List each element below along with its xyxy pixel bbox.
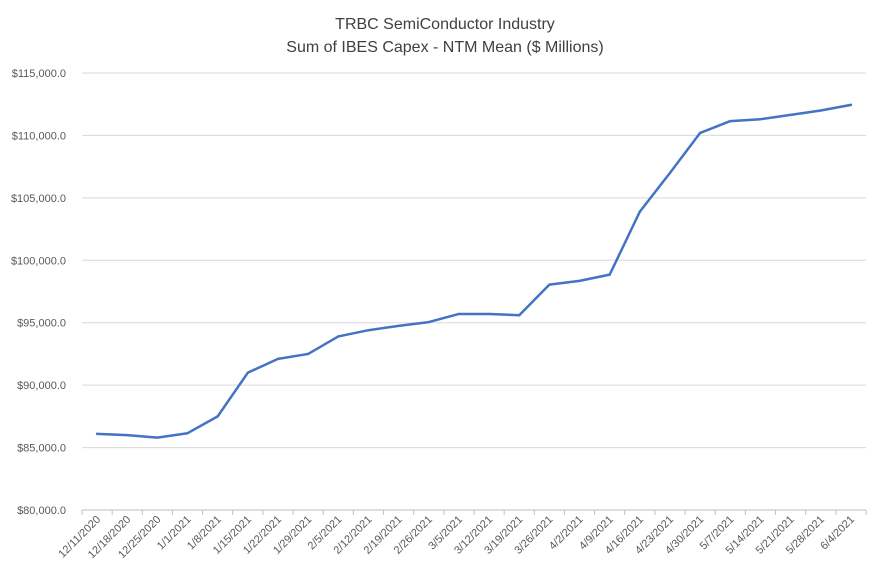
x-axis (81, 509, 867, 515)
y-tick-label: $110,000.0 (12, 130, 66, 142)
data-point (186, 432, 189, 435)
series-line (95, 103, 853, 439)
data-point (457, 312, 461, 316)
x-axis-ticks: 12/11/202012/18/202012/25/20201/1/20211/… (56, 514, 857, 561)
series-layer (95, 103, 853, 439)
data-point (337, 335, 340, 338)
data-point (729, 119, 732, 123)
data-point (548, 283, 551, 286)
y-tick-label: $115,000.0 (12, 68, 66, 80)
data-point (306, 352, 310, 356)
data-point (126, 433, 129, 437)
y-axis-ticks: $80,000.0 $85,000.0 $90,000.0 $95,000.0 $100… (11, 68, 66, 517)
data-point (397, 324, 400, 328)
data-point (698, 131, 702, 135)
chart-subtitle: Sum of IBES Capex - NTM Mean ($ Millions… (286, 39, 603, 56)
y-tick-label: $90,000.0 (17, 380, 66, 392)
data-point (789, 113, 792, 117)
data-point (638, 210, 642, 213)
data-point (487, 312, 491, 316)
data-point (246, 371, 250, 374)
data-point (849, 103, 853, 107)
data-point (759, 117, 762, 121)
y-tick-label: $105,000.0 (11, 193, 66, 205)
y-tick-label: $100,000.0 (11, 255, 66, 267)
data-point (668, 171, 672, 175)
chart-title: TRBC SemiConductor Industry (335, 16, 555, 33)
data-point (518, 314, 521, 317)
data-point (427, 320, 430, 324)
data-point (276, 357, 280, 361)
data-point (608, 273, 611, 276)
data-point (819, 109, 822, 112)
gridlines (82, 72, 866, 449)
y-tick-label: $85,000.0 (17, 443, 66, 455)
data-point (95, 432, 99, 436)
data-point (216, 415, 219, 418)
y-tick-label: $80,000.0 (17, 505, 66, 517)
data-point (156, 436, 159, 439)
data-point (367, 329, 370, 332)
y-tick-label: $95,000.0 (17, 318, 66, 330)
data-point (578, 279, 581, 283)
